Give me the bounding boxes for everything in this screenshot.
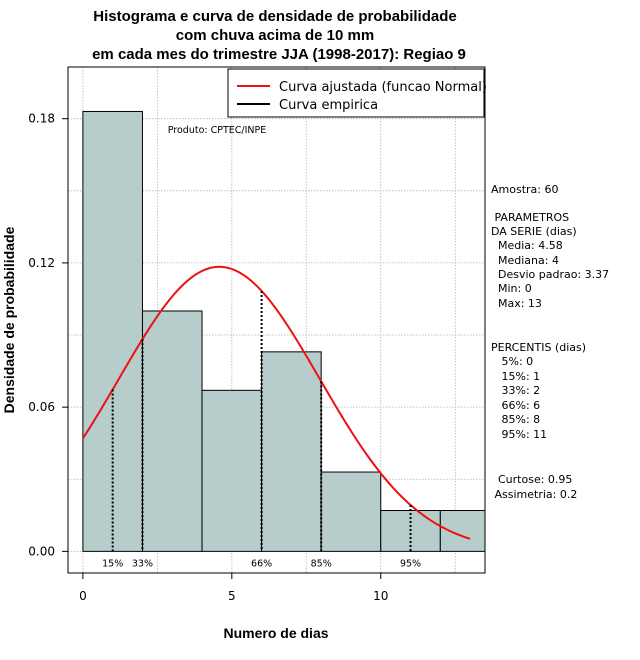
side-panel: Amostra: 60 PARAMETROS DA SERIE (dias) M… [491, 183, 609, 501]
side-std-dev: Desvio padrao: 3.37 [491, 268, 609, 281]
side-p95: 95%: 11 [491, 428, 547, 441]
side-kurtosis: Curtose: 0.95 [491, 473, 572, 486]
percentile-lines: 15% 33% 66% 85% 95% [102, 290, 421, 569]
chart-title-line-1: Histograma e curva de densidade de proba… [93, 8, 456, 25]
percentile-label: 15% [102, 558, 123, 569]
chart-title-line-3: em cada mes do trimestre JJA (1998-2017)… [92, 46, 466, 63]
y-axis-tick-label: 0.12 [28, 256, 55, 270]
normal-curve-layer [82, 265, 471, 540]
side-min: Min: 0 [491, 282, 532, 295]
side-p33: 33%: 2 [491, 384, 540, 397]
side-max: Max: 13 [491, 297, 542, 310]
x-axis-tick-label: 10 [373, 589, 388, 603]
side-percentiles-heading: PERCENTIS (dias) [491, 341, 586, 354]
x-axis-tick-label: 0 [79, 589, 87, 603]
y-axis-tick-label: 0.18 [28, 112, 55, 126]
legend-label-normal: Curva ajustada (funcao Normal) [279, 80, 487, 95]
legend-label-empirical: Curva empirica [279, 98, 378, 113]
histogram-bars [82, 110, 486, 552]
histogram-bar [141, 310, 203, 552]
percentile-label: 95% [400, 558, 421, 569]
legend-box [227, 68, 485, 118]
side-p5: 5%: 0 [491, 355, 533, 368]
legend: Curva ajustada (funcao Normal) Curva emp… [227, 68, 487, 118]
x-axis-title: Numero de dias [223, 625, 328, 641]
x-axis-tick-label: 5 [228, 589, 236, 603]
side-params-heading-1: PARAMETROS [491, 211, 569, 224]
side-median: Mediana: 4 [491, 254, 559, 267]
percentile-label: 85% [311, 558, 332, 569]
histogram-bar [82, 110, 143, 552]
side-params-heading-2: DA SERIE (dias) [491, 225, 577, 238]
side-p66: 66%: 6 [491, 399, 540, 412]
histogram-bar [320, 471, 382, 552]
side-skewness: Assimetria: 0.2 [491, 488, 577, 501]
product-annotation: Produto: CPTEC/INPE [168, 125, 267, 136]
side-sample-size: Amostra: 60 [491, 183, 558, 196]
side-p15: 15%: 1 [491, 370, 540, 383]
y-axis-tick-label: 0.00 [28, 544, 55, 558]
normal-curve-line [82, 265, 471, 540]
side-p85: 85%: 8 [491, 413, 540, 426]
percentile-label: 33% [132, 558, 153, 569]
y-axis-tick-label: 0.06 [28, 400, 55, 414]
histogram-bar [439, 510, 486, 552]
histogram-bar [201, 389, 263, 552]
percentile-label: 66% [251, 558, 272, 569]
plot-frame [67, 66, 486, 574]
side-mean: Media: 4.58 [491, 239, 563, 252]
chart-title-line-2: com chuva acima de 10 mm [176, 27, 374, 44]
histogram-bar [261, 351, 322, 552]
axes: 0 5 10 0.00 0.06 0.12 0.18 [28, 112, 388, 603]
y-axis-title: Densidade de probabilidade [1, 226, 17, 413]
